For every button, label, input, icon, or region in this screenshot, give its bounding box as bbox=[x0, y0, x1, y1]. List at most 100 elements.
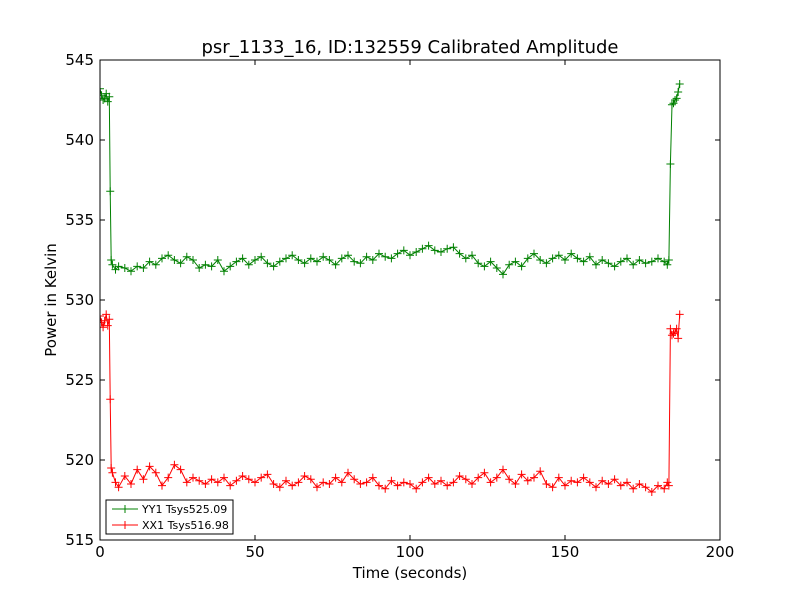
data-point bbox=[387, 254, 396, 263]
data-point bbox=[499, 270, 507, 279]
data-point bbox=[207, 262, 216, 271]
y-axis-label: Power in Kelvin bbox=[42, 243, 60, 357]
data-point bbox=[114, 483, 123, 492]
y-tick-label: 515 bbox=[65, 531, 94, 549]
data-point bbox=[486, 478, 495, 487]
data-point bbox=[105, 315, 114, 324]
data-point bbox=[623, 254, 631, 263]
data-point bbox=[263, 470, 272, 479]
legend-entry: XX1 Tsys516.98 bbox=[142, 519, 229, 532]
data-point bbox=[381, 484, 390, 493]
data-point bbox=[511, 257, 520, 266]
data-point bbox=[145, 257, 154, 266]
y-tick-label: 545 bbox=[65, 51, 94, 69]
data-point bbox=[663, 260, 672, 269]
data-point bbox=[660, 484, 669, 493]
data-point bbox=[158, 481, 166, 490]
data-point bbox=[133, 465, 142, 474]
data-point bbox=[325, 480, 334, 488]
data-point bbox=[424, 473, 433, 482]
data-point bbox=[251, 478, 259, 487]
data-point bbox=[671, 96, 680, 104]
data-point bbox=[474, 473, 483, 482]
data-point bbox=[530, 249, 538, 258]
legend: YY1 Tsys525.09 XX1 Tsys516.98 bbox=[105, 499, 234, 535]
data-point bbox=[139, 264, 148, 272]
data-point bbox=[362, 252, 371, 261]
data-point bbox=[669, 329, 678, 338]
data-point bbox=[437, 248, 445, 256]
data-point bbox=[375, 249, 383, 258]
data-point bbox=[418, 478, 427, 487]
data-point bbox=[319, 252, 328, 261]
data-point bbox=[461, 254, 470, 263]
data-point bbox=[331, 260, 340, 269]
data-point bbox=[139, 475, 148, 484]
data-point bbox=[664, 481, 673, 490]
data-point bbox=[103, 321, 112, 330]
data-point bbox=[111, 478, 120, 487]
data-point bbox=[647, 257, 656, 266]
data-point bbox=[337, 254, 346, 263]
data-point bbox=[604, 259, 613, 268]
data-point bbox=[667, 100, 676, 109]
data-point bbox=[610, 262, 619, 271]
data-point bbox=[220, 267, 228, 276]
data-point bbox=[164, 473, 173, 482]
data-point bbox=[158, 254, 166, 263]
data-point bbox=[455, 472, 464, 480]
data-point bbox=[585, 478, 594, 487]
data-point bbox=[381, 252, 390, 261]
data-point bbox=[511, 480, 520, 488]
data-point bbox=[102, 310, 111, 319]
legend-box bbox=[105, 499, 234, 535]
data-point bbox=[195, 264, 204, 272]
data-point bbox=[213, 478, 222, 487]
data-point bbox=[393, 249, 402, 258]
data-point bbox=[492, 473, 501, 482]
y-tick-label: 525 bbox=[65, 371, 94, 389]
data-point bbox=[430, 246, 439, 255]
x-tick-label: 100 bbox=[396, 543, 425, 561]
series-0 bbox=[100, 80, 684, 279]
data-point bbox=[120, 472, 129, 480]
data-point bbox=[443, 481, 452, 490]
data-point bbox=[195, 476, 204, 485]
data-point bbox=[672, 324, 681, 333]
data-point bbox=[486, 257, 495, 266]
data-point bbox=[567, 476, 576, 485]
data-point bbox=[213, 256, 222, 264]
data-point bbox=[107, 256, 116, 264]
data-point bbox=[610, 475, 619, 484]
data-point bbox=[654, 254, 662, 263]
data-point bbox=[561, 481, 569, 490]
data-point bbox=[269, 480, 278, 488]
data-point bbox=[399, 246, 408, 255]
data-point bbox=[499, 465, 507, 474]
legend-marker bbox=[121, 521, 129, 529]
data-point bbox=[114, 262, 123, 271]
data-point bbox=[641, 483, 650, 492]
data-point bbox=[561, 256, 569, 264]
data-point bbox=[282, 476, 290, 485]
data-point bbox=[288, 481, 297, 490]
data-point bbox=[674, 334, 683, 343]
data-point bbox=[344, 251, 352, 260]
data-point bbox=[220, 473, 228, 482]
data-point bbox=[182, 478, 191, 487]
data-point bbox=[604, 480, 613, 488]
data-point bbox=[523, 476, 532, 485]
data-point bbox=[226, 481, 235, 490]
data-point bbox=[282, 254, 290, 263]
data-point bbox=[100, 312, 104, 320]
data-point bbox=[375, 481, 383, 490]
data-point bbox=[455, 249, 464, 258]
data-point bbox=[424, 241, 433, 250]
data-point bbox=[664, 256, 673, 264]
data-point bbox=[269, 262, 278, 271]
data-point bbox=[350, 257, 359, 266]
data-point bbox=[654, 481, 662, 490]
data-point bbox=[176, 465, 185, 474]
data-point bbox=[669, 99, 678, 108]
data-point bbox=[263, 259, 272, 268]
